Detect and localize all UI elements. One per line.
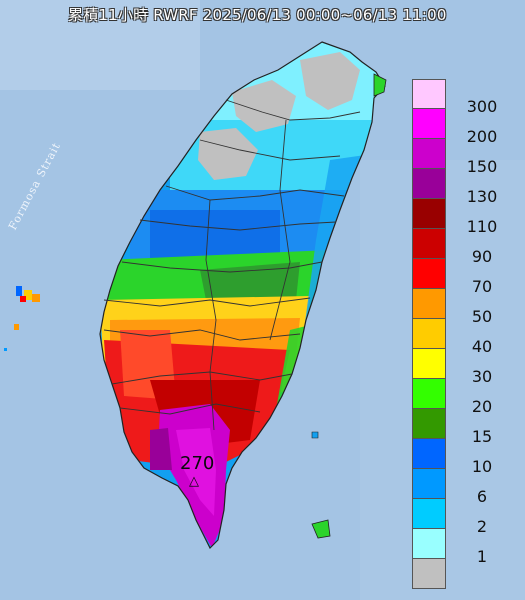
- map-title: 累積11小時 RWRF 2025/06/13 00:00~06/13 11:00: [68, 6, 447, 24]
- legend-label: 40: [471, 337, 493, 356]
- legend-swatch: [412, 199, 446, 229]
- legend-label: 30: [471, 367, 493, 386]
- legend-label: 1: [476, 547, 488, 566]
- legend-swatch: [412, 529, 446, 559]
- legend-label: 130: [466, 187, 498, 206]
- legend-swatch: [412, 439, 446, 469]
- color-legend: [412, 79, 446, 589]
- legend-label: 2: [476, 517, 488, 536]
- legend-label: 150: [466, 157, 498, 176]
- legend-swatch: [412, 319, 446, 349]
- legend-label: 15: [471, 427, 493, 446]
- legend-swatch: [412, 139, 446, 169]
- legend-label: 10: [471, 457, 493, 476]
- legend-swatch: [412, 559, 446, 589]
- legend-swatch: [412, 499, 446, 529]
- legend-label: 300: [466, 97, 498, 116]
- legend-label: 20: [471, 397, 493, 416]
- legend-label: 70: [471, 277, 493, 296]
- legend-label: 6: [476, 487, 488, 506]
- max-rainfall-marker: △: [189, 474, 199, 489]
- legend-label: 200: [466, 127, 498, 146]
- legend-labels: 300 200 150 130 110 90 70 50 40 30 20 15 10 6 2 1: [458, 92, 506, 600]
- legend-swatch: [412, 469, 446, 499]
- legend-label: 110: [466, 217, 498, 236]
- legend-swatch: [412, 109, 446, 139]
- legend-swatch: [412, 409, 446, 439]
- legend-swatch: [412, 349, 446, 379]
- max-rainfall-value: 270: [180, 453, 215, 474]
- legend-swatch: [412, 379, 446, 409]
- legend-swatch: [412, 79, 446, 109]
- legend-swatch: [412, 289, 446, 319]
- legend-swatch: [412, 229, 446, 259]
- legend-label: 90: [471, 247, 493, 266]
- legend-swatch: [412, 169, 446, 199]
- legend-swatch: [412, 259, 446, 289]
- legend-label: 50: [471, 307, 493, 326]
